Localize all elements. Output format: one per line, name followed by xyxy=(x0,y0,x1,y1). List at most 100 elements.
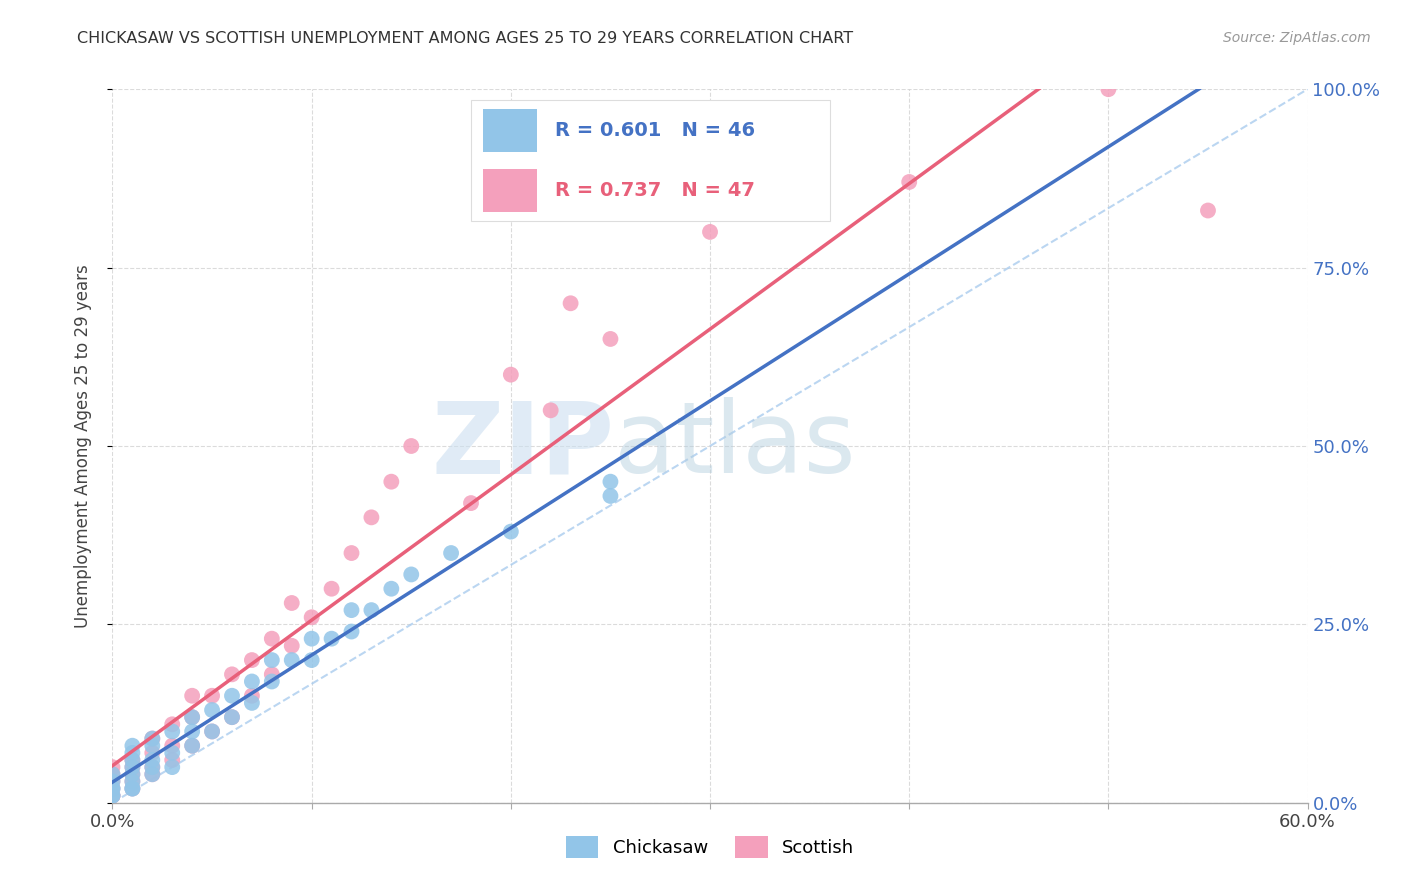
Chickasaw xyxy=(141,767,163,781)
Chickasaw xyxy=(101,781,124,796)
Chickasaw xyxy=(260,674,283,689)
Scottish xyxy=(321,582,343,596)
Chickasaw xyxy=(162,760,183,774)
Scottish xyxy=(201,724,224,739)
Scottish xyxy=(281,596,304,610)
Chickasaw xyxy=(380,582,402,596)
Scottish xyxy=(141,767,163,781)
Scottish xyxy=(121,753,143,767)
Scottish xyxy=(599,332,621,346)
FancyBboxPatch shape xyxy=(484,109,537,152)
Scottish xyxy=(260,632,283,646)
Scottish xyxy=(181,689,204,703)
Chickasaw xyxy=(440,546,463,560)
Scottish xyxy=(101,789,124,803)
Text: Source: ZipAtlas.com: Source: ZipAtlas.com xyxy=(1223,31,1371,45)
Scottish xyxy=(141,731,163,746)
Chickasaw xyxy=(360,603,382,617)
Chickasaw xyxy=(121,746,143,760)
Chickasaw xyxy=(121,774,143,789)
Chickasaw xyxy=(101,789,124,803)
Scottish xyxy=(240,689,263,703)
FancyBboxPatch shape xyxy=(484,169,537,212)
Chickasaw xyxy=(301,632,323,646)
Scottish xyxy=(499,368,522,382)
Chickasaw xyxy=(121,753,143,767)
Scottish xyxy=(360,510,382,524)
Chickasaw xyxy=(121,760,143,774)
Scottish xyxy=(101,781,124,796)
Scottish xyxy=(141,760,163,774)
Chickasaw xyxy=(121,767,143,781)
Text: CHICKASAW VS SCOTTISH UNEMPLOYMENT AMONG AGES 25 TO 29 YEARS CORRELATION CHART: CHICKASAW VS SCOTTISH UNEMPLOYMENT AMONG… xyxy=(77,31,853,46)
Chickasaw xyxy=(260,653,283,667)
Chickasaw xyxy=(201,703,224,717)
Scottish xyxy=(201,689,224,703)
Chickasaw xyxy=(599,475,621,489)
Chickasaw xyxy=(121,739,143,753)
Scottish xyxy=(301,610,323,624)
Legend: Chickasaw, Scottish: Chickasaw, Scottish xyxy=(558,829,862,865)
Scottish xyxy=(121,774,143,789)
Chickasaw xyxy=(101,767,124,781)
Scottish xyxy=(121,760,143,774)
Scottish xyxy=(101,789,124,803)
Chickasaw xyxy=(101,781,124,796)
Chickasaw xyxy=(240,674,263,689)
Chickasaw xyxy=(321,632,343,646)
Scottish xyxy=(380,475,402,489)
Chickasaw xyxy=(162,746,183,760)
Chickasaw xyxy=(201,724,224,739)
Scottish xyxy=(260,667,283,681)
Text: R = 0.601   N = 46: R = 0.601 N = 46 xyxy=(554,120,755,140)
Scottish xyxy=(799,168,821,182)
Scottish xyxy=(540,403,562,417)
Chickasaw xyxy=(141,753,163,767)
Scottish xyxy=(699,225,721,239)
Chickasaw xyxy=(121,781,143,796)
Y-axis label: Unemployment Among Ages 25 to 29 years: Unemployment Among Ages 25 to 29 years xyxy=(73,264,91,628)
Scottish xyxy=(141,746,163,760)
Chickasaw xyxy=(181,739,204,753)
Scottish xyxy=(560,296,582,310)
Chickasaw xyxy=(141,739,163,753)
Scottish xyxy=(1097,82,1119,96)
Scottish xyxy=(281,639,304,653)
Chickasaw xyxy=(301,653,323,667)
Chickasaw xyxy=(401,567,423,582)
FancyBboxPatch shape xyxy=(471,100,830,221)
Scottish xyxy=(101,774,124,789)
Chickasaw xyxy=(221,689,243,703)
Text: ZIP: ZIP xyxy=(432,398,614,494)
Scottish xyxy=(121,781,143,796)
Chickasaw xyxy=(181,724,204,739)
Text: atlas: atlas xyxy=(614,398,856,494)
Scottish xyxy=(240,653,263,667)
Chickasaw xyxy=(121,781,143,796)
Chickasaw xyxy=(281,653,304,667)
Chickasaw xyxy=(181,710,204,724)
Scottish xyxy=(221,667,243,681)
Chickasaw xyxy=(340,603,363,617)
Chickasaw xyxy=(221,710,243,724)
Scottish xyxy=(181,739,204,753)
Scottish xyxy=(1197,203,1219,218)
Chickasaw xyxy=(162,724,183,739)
Chickasaw xyxy=(599,489,621,503)
Chickasaw xyxy=(240,696,263,710)
Chickasaw xyxy=(141,760,163,774)
Chickasaw xyxy=(499,524,522,539)
Chickasaw xyxy=(340,624,363,639)
Scottish xyxy=(181,710,204,724)
Scottish xyxy=(162,739,183,753)
Text: R = 0.737   N = 47: R = 0.737 N = 47 xyxy=(554,181,755,201)
Scottish xyxy=(340,546,363,560)
Scottish xyxy=(101,760,124,774)
Chickasaw xyxy=(141,731,163,746)
Scottish xyxy=(221,710,243,724)
Chickasaw xyxy=(101,789,124,803)
Scottish xyxy=(121,767,143,781)
Scottish xyxy=(898,175,921,189)
Scottish xyxy=(460,496,482,510)
Scottish xyxy=(162,717,183,731)
